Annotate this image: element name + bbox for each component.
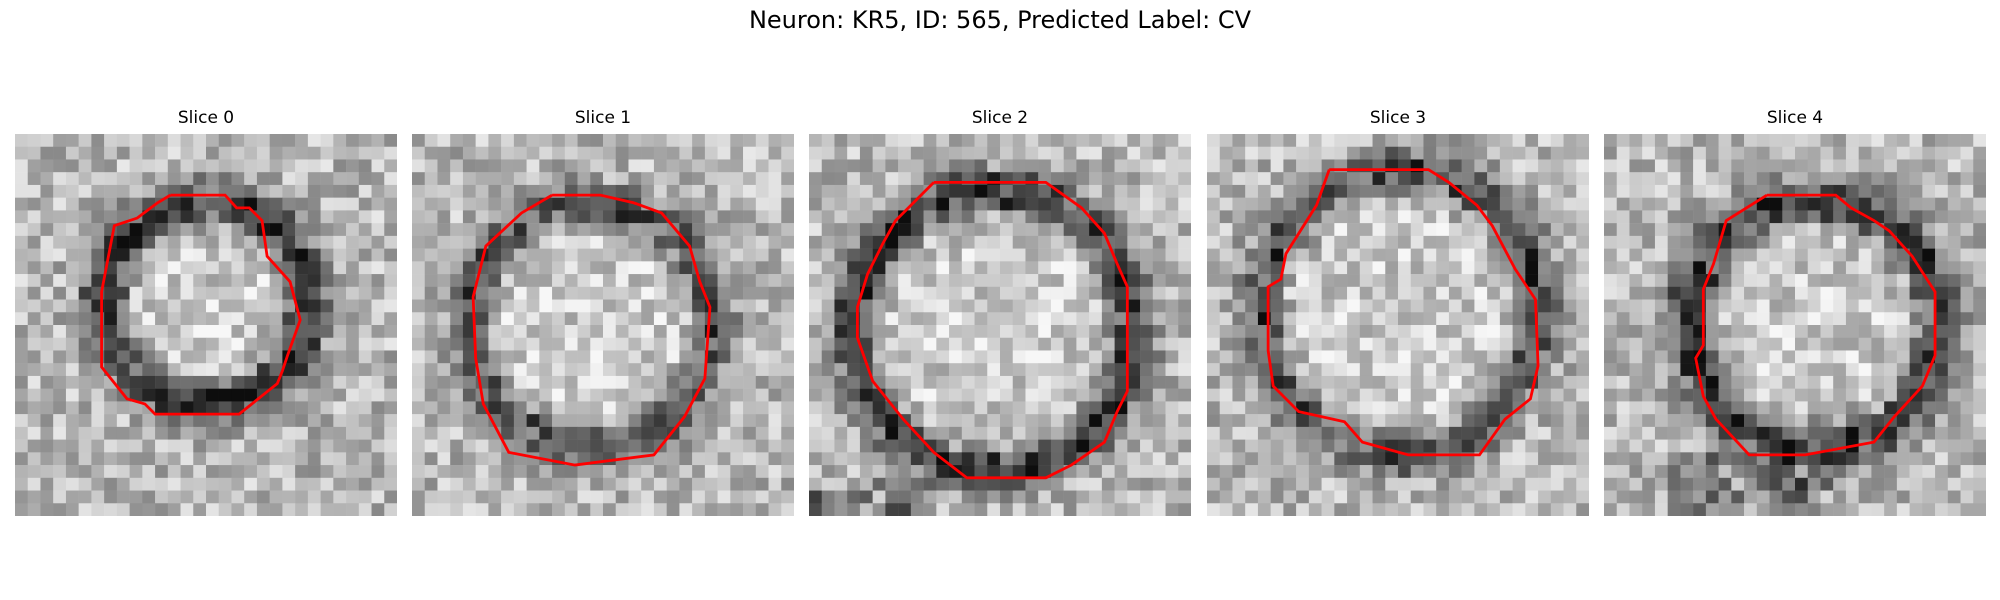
- slice-panel-1: Slice 1: [412, 108, 794, 516]
- slice-image-4: [1604, 134, 1986, 516]
- segmentation-contour-4: [1694, 193, 1937, 457]
- slice-panel-2: Slice 2: [809, 108, 1191, 516]
- slice-title-4: Slice 4: [1766, 108, 1824, 128]
- slice-panel-4: Slice 4: [1604, 108, 1986, 516]
- slice-panel-0: Slice 0: [15, 108, 397, 516]
- segmentation-contour-0: [100, 193, 302, 416]
- segmentation-contour-1: [471, 193, 712, 467]
- slice-image-0: [15, 134, 397, 516]
- segmentation-contour-2: [855, 180, 1129, 480]
- slice-title-0: Slice 0: [177, 108, 235, 128]
- slice-panel-3: Slice 3: [1207, 108, 1589, 516]
- slice-image-3: [1207, 134, 1589, 516]
- segmentation-contour-3: [1266, 168, 1540, 457]
- slice-image-1: [412, 134, 794, 516]
- slice-image-2: [809, 134, 1191, 516]
- slice-title-1: Slice 1: [574, 108, 632, 128]
- figure-title: Neuron: KR5, ID: 565, Predicted Label: C…: [748, 6, 1252, 34]
- slice-title-3: Slice 3: [1369, 108, 1427, 128]
- slice-title-2: Slice 2: [971, 108, 1029, 128]
